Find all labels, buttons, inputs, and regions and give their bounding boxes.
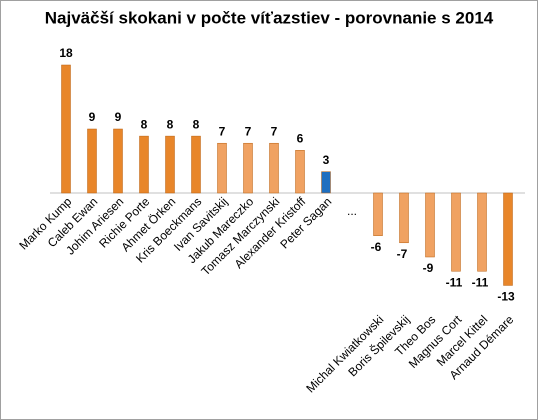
value-label: 7 [219,124,226,138]
value-label: 8 [141,117,148,131]
bar [425,192,435,258]
bar [113,128,123,194]
bar [217,142,227,194]
bar [399,192,409,244]
chart-title: Najväčší skokani v počte víťazstiev - po… [45,8,494,27]
value-label: 7 [271,124,278,138]
value-label: 9 [115,110,122,124]
bar [269,142,279,194]
x-tick-label: ... [347,204,357,218]
bar [503,192,513,286]
bar [243,142,253,194]
bar [451,192,461,272]
value-label: -11 [446,275,463,289]
value-label: -11 [472,275,489,289]
value-label: 9 [89,110,96,124]
value-label: -13 [497,290,515,304]
bar [477,192,487,272]
value-label: 18 [59,46,73,60]
value-label: -9 [423,261,434,275]
value-label: 8 [193,117,200,131]
bar [191,135,201,194]
bar [373,192,383,236]
bar [165,135,175,194]
value-label: -7 [397,247,408,261]
value-label: 8 [167,117,174,131]
value-label: 7 [245,124,252,138]
value-label: 3 [323,153,330,167]
value-label: 6 [297,132,304,146]
value-label: -6 [371,240,382,254]
bar [87,128,97,194]
bar [295,150,305,194]
bar [321,171,331,194]
bar [139,135,149,194]
bar [61,64,71,194]
